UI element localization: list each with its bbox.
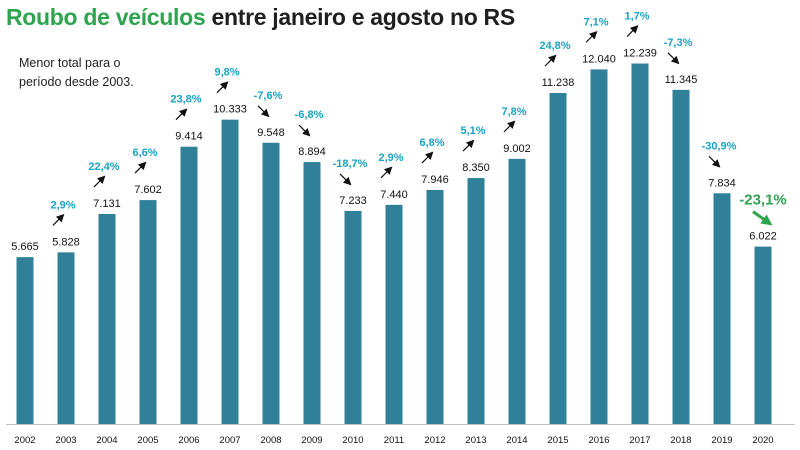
data-label: 12.040 [582, 53, 616, 65]
pct-change-label: 24,8% [539, 40, 570, 52]
trend-up-arrow-icon [544, 54, 557, 67]
data-label: 5.828 [52, 236, 80, 248]
data-label: 7.233 [339, 195, 367, 207]
data-label: 10.333 [213, 104, 247, 116]
pct-change-label: -6,8% [295, 109, 324, 121]
data-label: 7.946 [421, 174, 449, 186]
x-tick-label: 2020 [752, 435, 773, 446]
trend-up-arrow-icon [380, 166, 393, 179]
x-tick-label: 2008 [260, 435, 281, 446]
pct-change-label: 6,8% [419, 137, 444, 149]
pct-change-label: 23,8% [170, 94, 201, 106]
pct-change-label: 7,8% [501, 106, 526, 118]
data-label: 11.238 [542, 77, 575, 89]
pct-change-label: 6,6% [132, 147, 157, 159]
bar [98, 213, 116, 424]
data-label: 8.350 [462, 162, 490, 174]
bar [139, 200, 157, 424]
pct-change-label: -7,6% [254, 90, 283, 102]
trend-up-arrow-icon [216, 81, 229, 94]
bar [508, 158, 526, 424]
pct-change-label: -30,9% [702, 140, 737, 152]
trend-down-arrow-icon [667, 52, 680, 65]
data-label: 7.131 [93, 198, 121, 210]
x-tick-label: 2003 [55, 435, 76, 446]
chart-note: Menor total para o período desde 2003. [19, 56, 134, 89]
x-tick-label: 2017 [629, 435, 650, 446]
trend-up-arrow-icon [52, 213, 65, 226]
trend-up-arrow-icon [93, 175, 106, 188]
pct-change-label: 5,1% [460, 125, 485, 137]
bar [221, 119, 239, 424]
x-tick-label: 2009 [301, 435, 322, 446]
x-tick-label: 2007 [219, 435, 240, 446]
pct-change-label: 2,9% [378, 152, 403, 164]
trend-down-arrow-icon [298, 124, 311, 137]
bar [16, 257, 34, 424]
bar [385, 204, 403, 424]
trend-up-arrow-icon [462, 139, 475, 152]
bar [303, 162, 321, 425]
pct-change-label: 9,8% [214, 67, 239, 79]
bar [713, 193, 731, 424]
trend-up-arrow-icon [175, 108, 188, 121]
data-label: 7.834 [708, 177, 736, 189]
data-label: 8.894 [298, 146, 326, 158]
trend-up-arrow-icon [134, 161, 147, 174]
bar [426, 189, 444, 424]
trend-up-arrow-icon [421, 151, 434, 164]
data-label: 9.548 [257, 127, 285, 139]
pct-change-label: 2,9% [50, 199, 75, 211]
bar [467, 178, 485, 424]
trend-up-arrow-icon [503, 120, 516, 133]
pct-change-label: -23,1% [739, 192, 787, 209]
trend-up-arrow-icon [626, 25, 639, 37]
trend-up-arrow-icon [585, 30, 598, 43]
bar [344, 210, 362, 424]
bar [754, 246, 772, 424]
x-tick-label: 2004 [96, 435, 117, 446]
data-label: 6.022 [749, 231, 777, 243]
data-label: 5.665 [11, 241, 39, 253]
data-label: 12.239 [623, 48, 657, 60]
bar [180, 146, 198, 425]
x-tick-label: 2015 [547, 435, 568, 446]
x-tick-label: 2006 [178, 435, 199, 446]
x-tick-label: 2002 [14, 435, 35, 446]
data-label: 7.602 [134, 184, 162, 196]
x-tick-label: 2013 [465, 435, 486, 446]
bar [672, 89, 690, 424]
pct-change-label: -7,3% [664, 37, 693, 49]
trend-down-arrow-icon [257, 105, 270, 118]
data-label: 11.345 [665, 74, 698, 86]
x-tick-label: 2005 [137, 435, 158, 446]
trend-arrow-highlight-icon [752, 210, 773, 226]
data-label: 9.002 [503, 143, 531, 155]
x-tick-label: 2016 [588, 435, 609, 446]
pct-change-label: 22,4% [88, 161, 119, 173]
data-label: 7.440 [380, 189, 408, 201]
bar [590, 69, 608, 425]
pct-change-label: -18,7% [333, 158, 368, 170]
data-label: 9.414 [175, 131, 203, 143]
bar [549, 93, 567, 424]
bar [631, 63, 649, 425]
x-tick-label: 2011 [384, 435, 404, 446]
trend-down-arrow-icon [708, 155, 721, 168]
title-rest: entre janeiro e agosto no RS [205, 4, 515, 30]
x-tick-label: 2014 [506, 435, 527, 446]
x-tick-label: 2012 [424, 435, 445, 446]
x-tick-label: 2010 [342, 435, 363, 446]
pct-change-label: 1,7% [624, 11, 649, 23]
title-accent: Roubo de veículos [6, 4, 206, 30]
chart-title: Roubo de veículos entre janeiro e agosto… [6, 4, 515, 31]
x-tick-label: 2019 [711, 435, 732, 446]
bar [57, 252, 75, 424]
bar [262, 142, 280, 424]
trend-down-arrow-icon [339, 173, 352, 186]
pct-change-label: 7,1% [583, 16, 608, 28]
x-tick-label: 2018 [670, 435, 691, 446]
